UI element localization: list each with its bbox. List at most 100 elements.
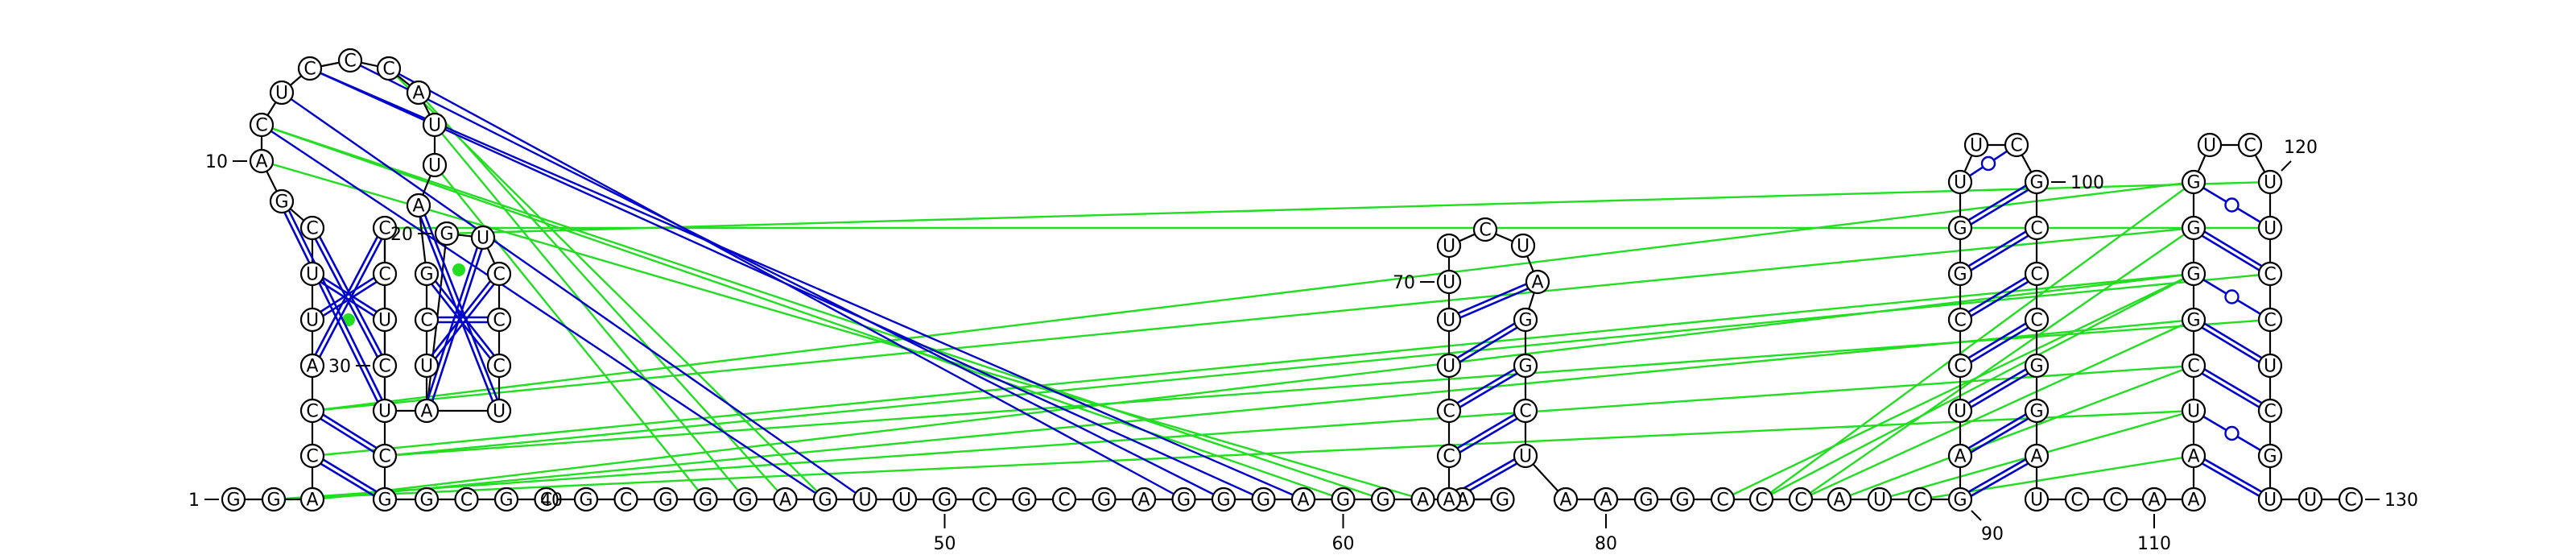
canonical-pair-line xyxy=(1458,283,1527,314)
nucleotide-93: C xyxy=(1947,353,1973,379)
nucleotide-83: G xyxy=(1670,487,1695,512)
nucleotide-116: G xyxy=(2181,261,2207,287)
backbone-segment xyxy=(2021,154,2033,173)
nucleotide-54: C xyxy=(1051,487,1077,512)
nucleotide-letter: C xyxy=(1519,402,1531,422)
nucleotide-71: U xyxy=(1436,269,1462,295)
nucleotide-56: A xyxy=(1131,487,1157,512)
nucleotide-circle xyxy=(297,56,323,81)
nucleotide-circle xyxy=(1907,487,1933,512)
nucleotide-37: G xyxy=(372,487,398,512)
nucleotide-28: C xyxy=(486,307,512,333)
nucleotide-55: G xyxy=(1092,487,1117,512)
nucleotide-58: G xyxy=(1211,487,1236,512)
nucleotide-circle xyxy=(249,112,275,138)
nucleotide-circle xyxy=(2257,353,2283,379)
nucleotide-letter: C xyxy=(382,60,394,80)
nucleotide-letter: G xyxy=(1097,491,1111,511)
backbone-segment xyxy=(397,74,411,87)
nucleotide-48: G xyxy=(812,487,838,512)
nucleotide-letter: C xyxy=(1058,491,1070,511)
nucleotide-31: U xyxy=(372,398,398,424)
pseudoknot-line xyxy=(418,92,786,500)
nucleotide-circle xyxy=(486,307,512,333)
nucleotide-112: A xyxy=(2181,443,2207,469)
label-tick xyxy=(2281,160,2292,172)
nucleotide-letter: G xyxy=(440,225,453,245)
nucleotide-42: G xyxy=(573,487,599,512)
nucleotide-circle xyxy=(2181,398,2207,424)
nucleotide-36: C xyxy=(372,443,398,469)
nucleotide-circle xyxy=(573,487,599,512)
nucleotide-circle xyxy=(1472,217,1498,242)
nucleotide-74: U xyxy=(1510,233,1536,259)
nucleotide-9: C xyxy=(299,215,325,241)
nucleotide-circle xyxy=(2004,132,2029,158)
nucleotide-letter: U xyxy=(2264,219,2277,239)
nucleotide-128: U xyxy=(2257,487,2283,512)
canonical-pair-line xyxy=(2202,462,2260,497)
nucleotide-24: A xyxy=(414,398,440,424)
pseudoknot-blue-line xyxy=(309,67,1304,501)
position-label: 60 xyxy=(1332,534,1355,554)
nucleotide-107: U xyxy=(2024,487,2050,512)
position-label: 80 xyxy=(1595,534,1617,554)
nucleotide-88: U xyxy=(1867,487,1893,512)
nucleotide-circle xyxy=(2181,487,2207,512)
nucleotide-circle xyxy=(470,225,496,251)
nucleotide-130: C xyxy=(2338,487,2363,512)
nucleotide-letter: A xyxy=(1833,491,1845,511)
nucleotide-letter: A xyxy=(2187,447,2199,467)
nucleotide-letter: U xyxy=(1873,491,1886,511)
nucleotide-26: U xyxy=(470,225,496,251)
position-label: 10 xyxy=(205,152,228,172)
canonical-pair-line xyxy=(1967,322,2027,359)
nucleotide-letter: C xyxy=(2264,265,2276,285)
nucleotide-11: A xyxy=(249,148,275,174)
pseudoknot-line xyxy=(273,364,2194,501)
nucleotide-letter: C xyxy=(460,491,473,511)
nucleotide-87: A xyxy=(1827,487,1852,512)
nucleotide-51: G xyxy=(932,487,957,512)
nucleotide-circle xyxy=(414,487,440,512)
pseudoknot-line xyxy=(1761,181,2194,500)
nucleotide-letter: G xyxy=(2029,173,2043,193)
nucleotide-circle xyxy=(1436,353,1462,379)
nucleotide-49: U xyxy=(852,487,877,512)
nucleotide-letter: G xyxy=(1336,491,1350,511)
nucleotide-59: G xyxy=(1251,487,1276,512)
nucleotide-letter: U xyxy=(858,491,871,511)
nucleotide-letter: C xyxy=(2070,491,2083,511)
nucleotide-circle xyxy=(1211,487,1236,512)
nucleotide-letter: C xyxy=(306,447,318,467)
nucleotide-letter: A xyxy=(1137,491,1150,511)
canonical-pair-line xyxy=(2203,368,2263,404)
nucleotide-circle xyxy=(2024,443,2050,469)
nucleotide-circle xyxy=(249,148,275,174)
nucleotide-circle xyxy=(299,307,325,333)
nucleotide-circle xyxy=(299,215,325,241)
pseudoknot-line xyxy=(1800,318,2194,501)
noncanonical-pair-marker xyxy=(452,263,465,276)
nucleotide-117: G xyxy=(2181,215,2207,241)
nucleotide-circle xyxy=(299,443,325,469)
nucleotide-letter: C xyxy=(1716,491,1728,511)
nucleotide-circle xyxy=(2024,307,2050,333)
nucleotide-letter: C xyxy=(2030,311,2042,331)
canonical-pair-line xyxy=(423,214,498,400)
gu-pair-marker xyxy=(2224,197,2240,213)
nucleotide-129: U xyxy=(2297,487,2323,512)
pseudoknot-line xyxy=(312,226,2194,412)
base-pair-lines xyxy=(283,150,2263,497)
nucleotide-43: C xyxy=(613,487,638,512)
nucleotide-61: G xyxy=(1331,487,1356,512)
nucleotide-letter: C xyxy=(344,52,356,72)
pseudoknot-line xyxy=(261,123,1384,501)
nucleotide-letter: C xyxy=(2264,311,2276,331)
nucleotide-letter: C xyxy=(420,311,432,331)
position-label: 30 xyxy=(328,357,351,377)
position-label: 120 xyxy=(2284,138,2318,158)
nucleotide-letter: U xyxy=(1443,311,1455,331)
